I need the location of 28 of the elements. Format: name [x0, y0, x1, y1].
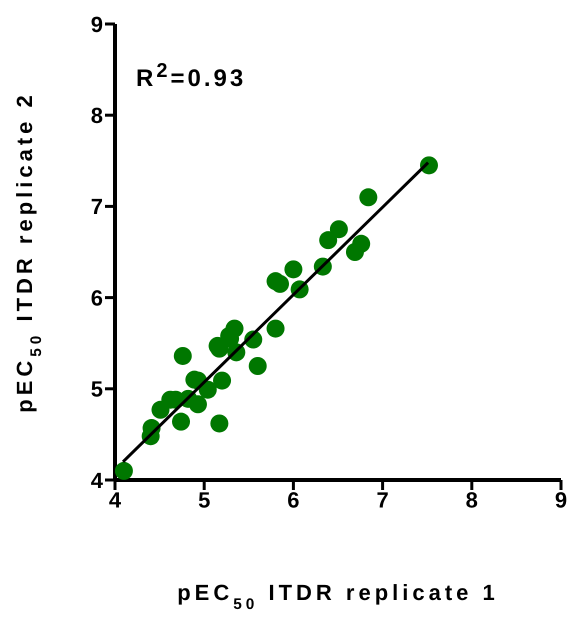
- y-tick-label: 7: [90, 194, 103, 220]
- point: [115, 462, 133, 480]
- point: [172, 412, 190, 431]
- point: [151, 400, 170, 419]
- point: [319, 231, 338, 250]
- x-tick-label: 5: [198, 488, 210, 513]
- x-tick-label: 9: [554, 488, 568, 513]
- y-tick-label: 4: [90, 468, 104, 493]
- x-tick-label: 6: [287, 488, 300, 513]
- point: [330, 220, 348, 238]
- point: [284, 260, 302, 278]
- y-tick-label: 8: [90, 103, 103, 128]
- annotation: R$^{2}$=0.93: [136, 60, 246, 93]
- y-tick-label: 5: [90, 376, 103, 402]
- x-axis-title: pEC$_{50}$ ITDR replicate 1: [177, 580, 499, 612]
- y-tick-label: 6: [90, 285, 103, 310]
- x-tick-label: 4: [108, 488, 122, 513]
- x-tick-label: 8: [466, 488, 478, 513]
- point: [174, 346, 192, 365]
- point: [248, 357, 267, 375]
- x-tick-label: 7: [376, 488, 389, 513]
- point: [271, 274, 290, 293]
- point: [266, 320, 285, 338]
- point: [359, 188, 378, 206]
- y-tick-label: 9: [90, 12, 103, 37]
- point: [210, 414, 228, 432]
- point: [213, 372, 232, 390]
- point: [346, 243, 364, 261]
